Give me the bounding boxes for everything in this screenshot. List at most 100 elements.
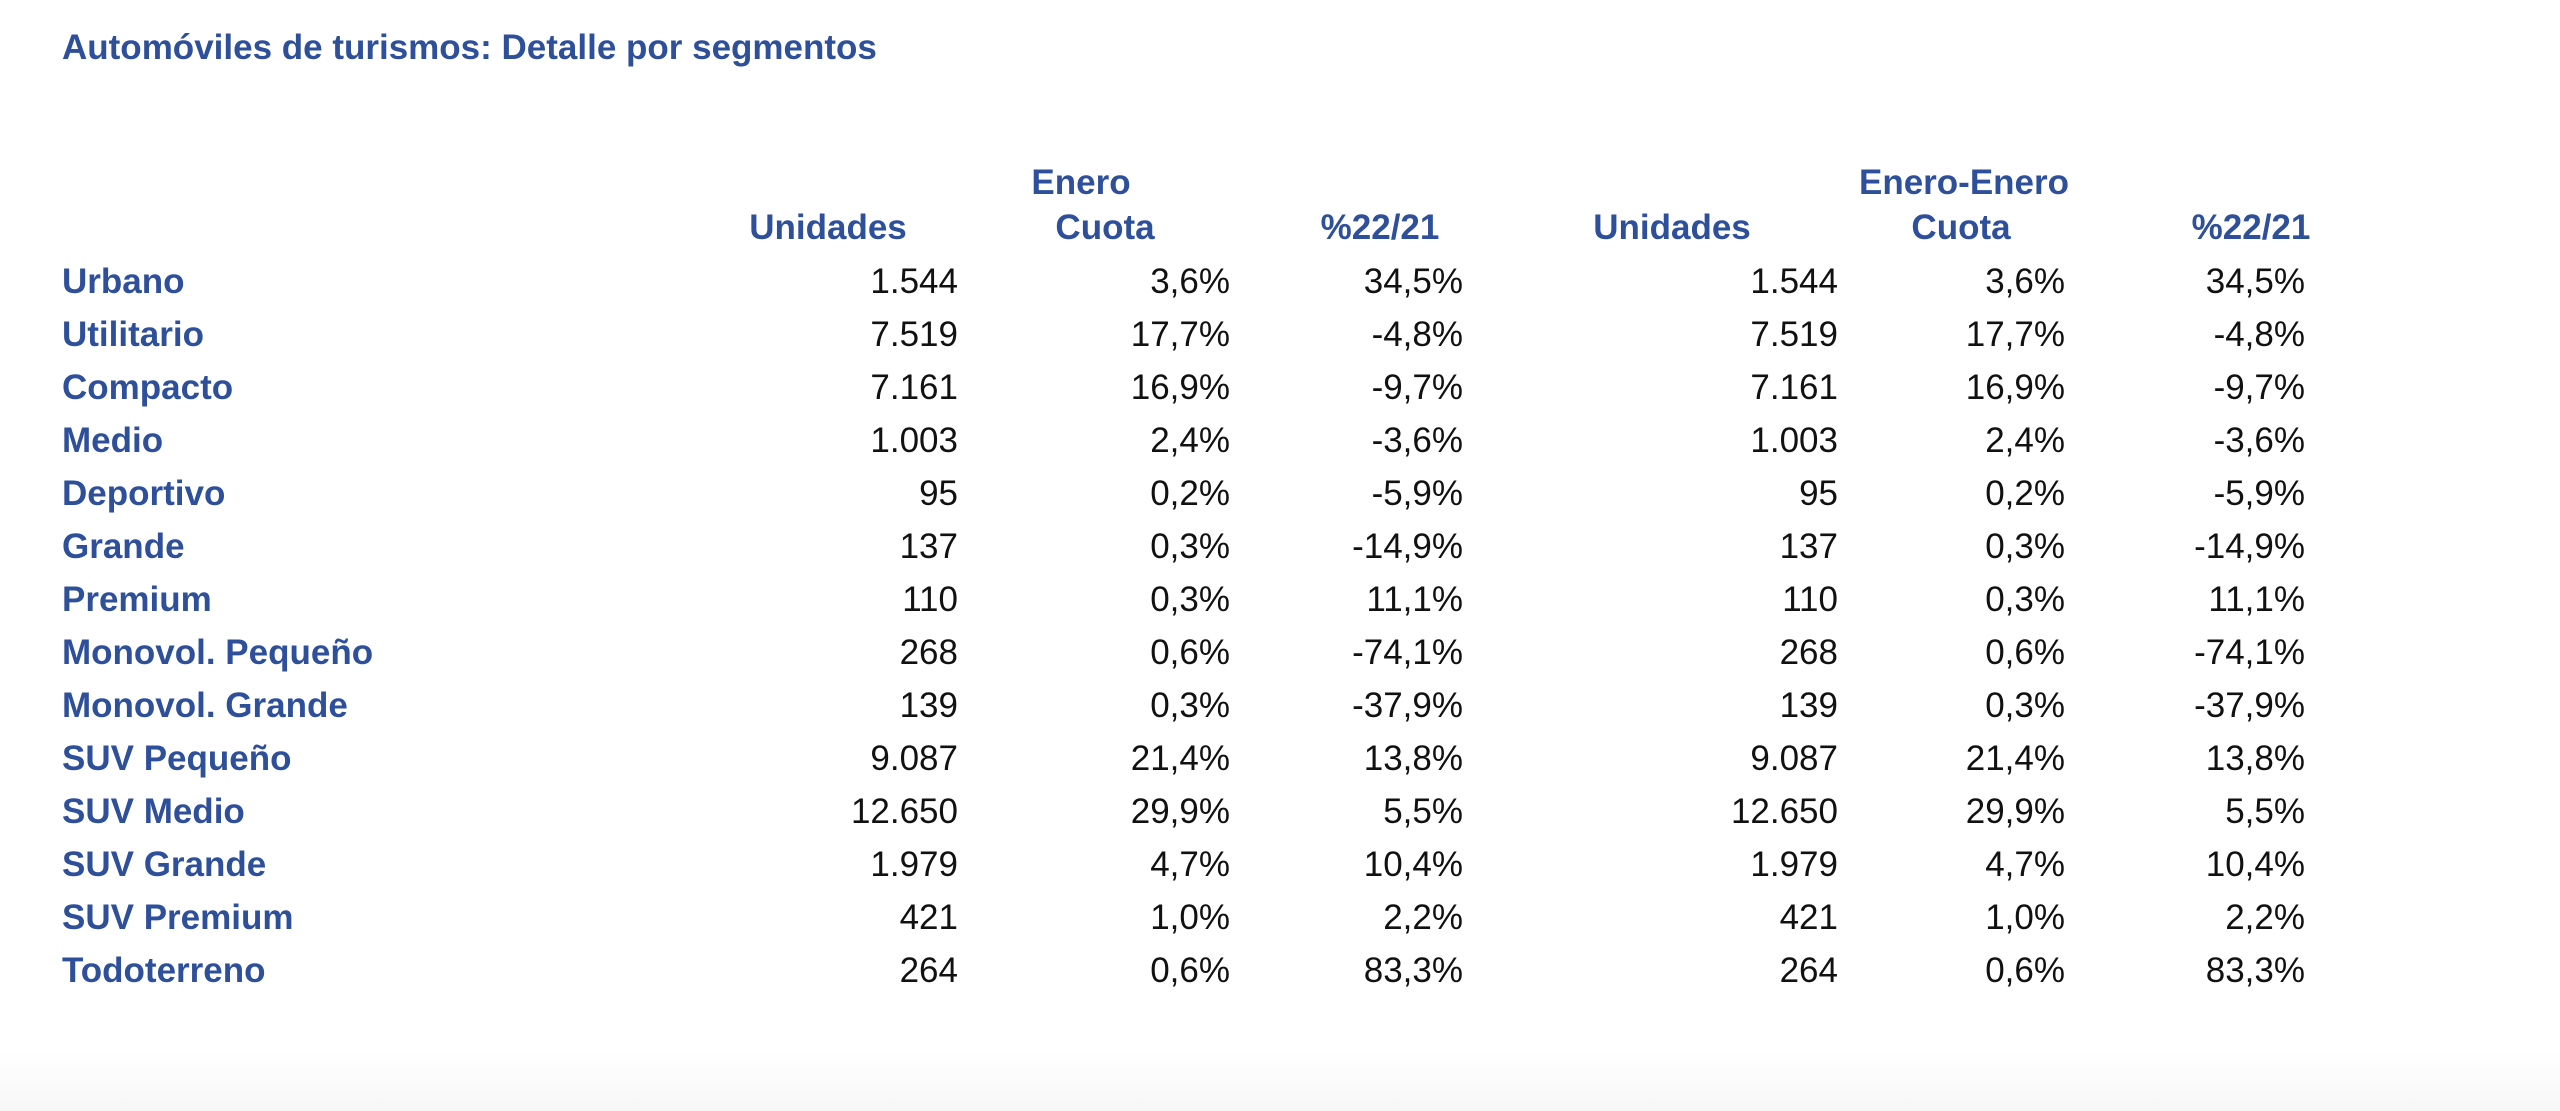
variacion-enero: -9,7%: [1371, 368, 1463, 407]
column-header-variacion-1: %22/21: [1320, 208, 1440, 247]
segment-label: SUV Medio: [62, 792, 245, 831]
unidades-acumulado: 1.003: [1750, 421, 1838, 460]
unidades-enero: 1.003: [870, 421, 958, 460]
variacion-enero: 2,2%: [1383, 898, 1463, 937]
variacion-acumulado: 13,8%: [2205, 739, 2305, 778]
table-row: Premium 110 0,3% 11,1% 110 0,3% 11,1%: [0, 580, 2560, 633]
segment-label: Grande: [62, 527, 185, 566]
variacion-enero: 34,5%: [1363, 262, 1463, 301]
unidades-enero: 9.087: [870, 739, 958, 778]
cuota-enero: 1,0%: [1150, 898, 1230, 937]
unidades-acumulado: 268: [1779, 633, 1838, 672]
cuota-acumulado: 0,6%: [1985, 633, 2065, 672]
variacion-acumulado: -37,9%: [2194, 686, 2305, 725]
variacion-acumulado: 34,5%: [2205, 262, 2305, 301]
unidades-acumulado: 1.544: [1750, 262, 1838, 301]
table-row: Urbano 1.544 3,6% 34,5% 1.544 3,6% 34,5%: [0, 262, 2560, 315]
unidades-enero: 95: [919, 474, 958, 513]
table-row: SUV Pequeño 9.087 21,4% 13,8% 9.087 21,4…: [0, 739, 2560, 792]
segment-label: Monovol. Grande: [62, 686, 348, 725]
cuota-acumulado: 4,7%: [1985, 845, 2065, 884]
segment-label: Urbano: [62, 262, 185, 301]
unidades-enero: 139: [899, 686, 958, 725]
cuota-acumulado: 29,9%: [1965, 792, 2065, 831]
column-header-unidades-2: Unidades: [1593, 208, 1751, 247]
segment-label: SUV Pequeño: [62, 739, 292, 778]
variacion-enero: -14,9%: [1352, 527, 1463, 566]
segment-label: Deportivo: [62, 474, 226, 513]
unidades-enero: 12.650: [850, 792, 958, 831]
unidades-acumulado: 9.087: [1750, 739, 1838, 778]
segment-label: Monovol. Pequeño: [62, 633, 374, 672]
variacion-enero: 83,3%: [1363, 951, 1463, 990]
unidades-enero: 268: [899, 633, 958, 672]
variacion-enero: 5,5%: [1383, 792, 1463, 831]
variacion-acumulado: -4,8%: [2213, 315, 2305, 354]
segment-label: SUV Premium: [62, 898, 294, 937]
cuota-acumulado: 2,4%: [1985, 421, 2065, 460]
cuota-enero: 29,9%: [1130, 792, 1230, 831]
cuota-enero: 4,7%: [1150, 845, 1230, 884]
unidades-acumulado: 95: [1799, 474, 1838, 513]
cuota-acumulado: 16,9%: [1965, 368, 2065, 407]
cuota-enero: 16,9%: [1130, 368, 1230, 407]
column-header-cuota-1: Cuota: [1055, 208, 1155, 247]
table-row: SUV Premium 421 1,0% 2,2% 421 1,0% 2,2%: [0, 898, 2560, 951]
segment-label: Premium: [62, 580, 212, 619]
table-row: Medio 1.003 2,4% -3,6% 1.003 2,4% -3,6%: [0, 421, 2560, 474]
table-row: Monovol. Grande 139 0,3% -37,9% 139 0,3%…: [0, 686, 2560, 739]
unidades-acumulado: 110: [1782, 580, 1838, 619]
variacion-acumulado: -74,1%: [2194, 633, 2305, 672]
variacion-acumulado: 11,1%: [2208, 580, 2305, 619]
table-row: SUV Medio 12.650 29,9% 5,5% 12.650 29,9%…: [0, 792, 2560, 845]
unidades-enero: 7.161: [870, 368, 958, 407]
variacion-enero: 11,1%: [1366, 580, 1463, 619]
cuota-enero: 3,6%: [1150, 262, 1230, 301]
table-row: Monovol. Pequeño 268 0,6% -74,1% 268 0,6…: [0, 633, 2560, 686]
unidades-acumulado: 12.650: [1730, 792, 1838, 831]
column-header-variacion-2: %22/21: [2191, 208, 2311, 247]
cuota-enero: 0,3%: [1150, 686, 1230, 725]
unidades-enero: 264: [899, 951, 958, 990]
unidades-enero: 1.979: [870, 845, 958, 884]
cuota-enero: 17,7%: [1130, 315, 1230, 354]
variacion-enero: -74,1%: [1352, 633, 1463, 672]
variacion-acumulado: 83,3%: [2205, 951, 2305, 990]
segment-label: SUV Grande: [62, 845, 267, 884]
cuota-acumulado: 0,3%: [1985, 686, 2065, 725]
cuota-acumulado: 0,3%: [1985, 527, 2065, 566]
unidades-enero: 1.544: [870, 262, 958, 301]
variacion-acumulado: -5,9%: [2213, 474, 2305, 513]
cuota-enero: 0,3%: [1150, 527, 1230, 566]
cuota-acumulado: 21,4%: [1965, 739, 2065, 778]
table-row: Utilitario 7.519 17,7% -4,8% 7.519 17,7%…: [0, 315, 2560, 368]
variacion-acumulado: -3,6%: [2213, 421, 2305, 460]
cuota-enero: 0,6%: [1150, 951, 1230, 990]
unidades-acumulado: 139: [1779, 686, 1838, 725]
variacion-enero: -3,6%: [1371, 421, 1463, 460]
cuota-enero: 0,2%: [1150, 474, 1230, 513]
column-header-unidades-1: Unidades: [749, 208, 907, 247]
cuota-acumulado: 0,3%: [1985, 580, 2065, 619]
unidades-acumulado: 264: [1779, 951, 1838, 990]
cuota-acumulado: 3,6%: [1985, 262, 2065, 301]
unidades-acumulado: 7.519: [1750, 315, 1838, 354]
cuota-enero: 21,4%: [1130, 739, 1230, 778]
page-title: Automóviles de turismos: Detalle por seg…: [62, 28, 877, 67]
segment-label: Todoterreno: [62, 951, 266, 990]
variacion-acumulado: -9,7%: [2213, 368, 2305, 407]
unidades-enero: 421: [899, 898, 958, 937]
cuota-acumulado: 1,0%: [1985, 898, 2065, 937]
group-header-enero-enero: Enero-Enero: [1858, 163, 2070, 202]
cuota-acumulado: 0,2%: [1985, 474, 2065, 513]
cuota-acumulado: 17,7%: [1965, 315, 2065, 354]
unidades-enero: 137: [899, 527, 958, 566]
variacion-enero: -4,8%: [1371, 315, 1463, 354]
table-row: SUV Grande 1.979 4,7% 10,4% 1.979 4,7% 1…: [0, 845, 2560, 898]
variacion-acumulado: 2,2%: [2225, 898, 2305, 937]
table-row: Deportivo 95 0,2% -5,9% 95 0,2% -5,9%: [0, 474, 2560, 527]
cuota-enero: 2,4%: [1150, 421, 1230, 460]
column-header-cuota-2: Cuota: [1911, 208, 2011, 247]
page-background-fade: [0, 1051, 2560, 1111]
segment-label: Medio: [62, 421, 164, 460]
